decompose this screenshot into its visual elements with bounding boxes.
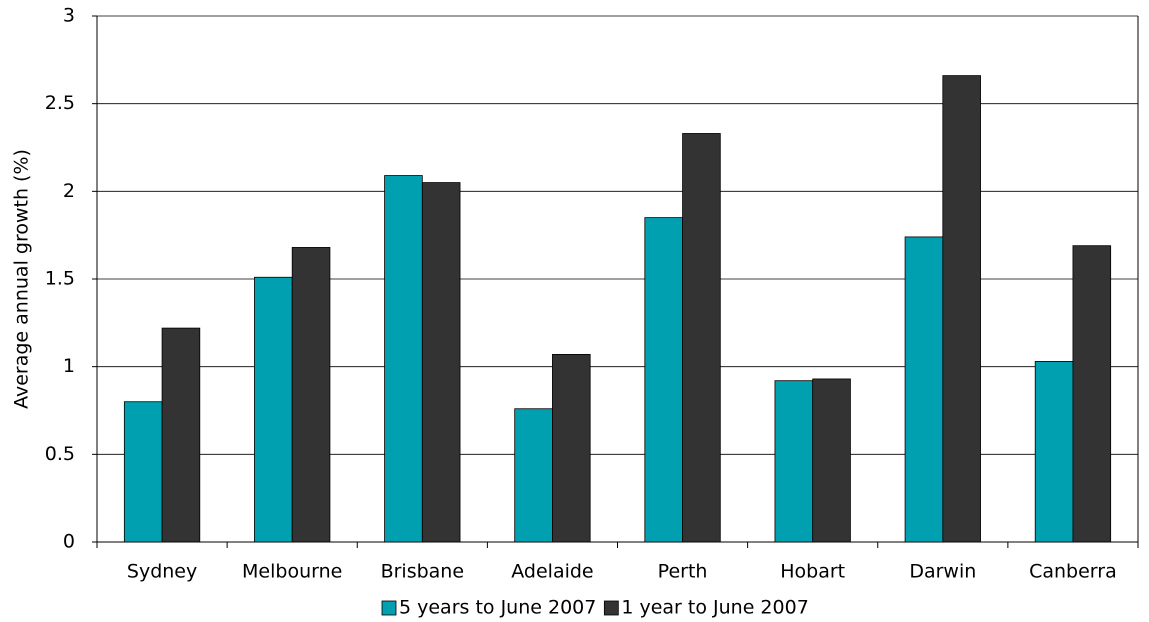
bar <box>644 217 683 543</box>
bar <box>904 236 944 543</box>
y-tick-label: 1.5 <box>45 268 75 290</box>
x-tick-label: Melbourne <box>242 561 342 583</box>
bar <box>774 380 814 543</box>
bar <box>161 327 201 543</box>
y-axis-label: Average annual growth (%) <box>11 149 33 409</box>
y-tick-label: 0.5 <box>45 443 75 465</box>
bar <box>942 75 981 543</box>
y-tick-label: 3 <box>63 5 75 27</box>
bar <box>384 175 423 543</box>
x-tick-label: Perth <box>658 561 708 583</box>
x-tick-label: Canberra <box>1029 561 1117 583</box>
x-tick-label: Darwin <box>909 561 976 583</box>
x-tick-label: Sydney <box>127 561 197 583</box>
bar <box>1072 245 1112 543</box>
bar <box>254 276 293 543</box>
legend-label: 1 year to June 2007 <box>621 597 808 619</box>
y-tick-label: 0 <box>63 531 75 553</box>
y-tick-label: 2 <box>63 180 75 202</box>
x-tick-label: Brisbane <box>381 561 464 583</box>
x-tick-label: Adelaide <box>511 561 593 583</box>
legend-swatch <box>603 600 619 616</box>
y-tick-label: 2.5 <box>45 92 75 114</box>
bar <box>812 378 851 543</box>
legend-label: 5 years to June 2007 <box>399 597 596 619</box>
bar <box>1034 361 1074 543</box>
x-tick-label: Hobart <box>780 561 845 583</box>
bar <box>514 408 553 543</box>
bar <box>421 182 461 543</box>
y-tick-label: 1 <box>63 355 75 377</box>
bar <box>291 247 331 543</box>
bar <box>552 353 591 543</box>
legend-swatch <box>381 600 397 616</box>
bar <box>682 133 721 543</box>
bar <box>123 401 163 543</box>
